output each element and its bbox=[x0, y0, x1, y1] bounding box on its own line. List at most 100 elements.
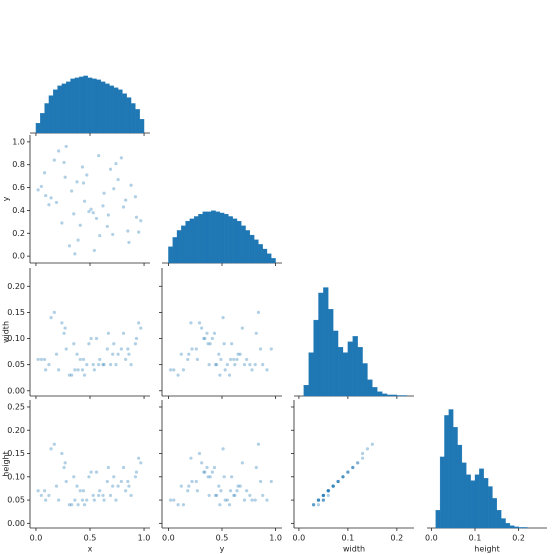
scatter-point bbox=[94, 336, 99, 341]
scatter-point bbox=[101, 493, 105, 498]
histogram-bar bbox=[303, 385, 309, 397]
scatter-point bbox=[101, 363, 105, 367]
histogram-bar bbox=[83, 75, 88, 134]
scatter-point bbox=[101, 204, 105, 208]
scatter-point bbox=[106, 213, 110, 217]
histogram-bar bbox=[206, 211, 212, 264]
histogram-bar bbox=[435, 510, 441, 529]
scatter-point bbox=[316, 498, 321, 502]
scatter-point bbox=[208, 342, 212, 346]
scatter-point bbox=[230, 475, 234, 479]
histogram-bar bbox=[172, 237, 178, 264]
histogram-bar bbox=[35, 123, 41, 134]
scatter-point bbox=[124, 198, 128, 202]
scatter-point bbox=[44, 193, 48, 198]
histogram-bar bbox=[92, 78, 97, 134]
histogram-bar bbox=[357, 347, 363, 397]
histogram-bar bbox=[483, 478, 489, 529]
scatter-point bbox=[108, 363, 113, 367]
scatter-point bbox=[219, 489, 223, 493]
y-tick-label: 0.00 bbox=[7, 519, 25, 528]
scatter-point bbox=[254, 331, 258, 335]
scatter-point bbox=[336, 479, 340, 484]
histogram-bar bbox=[258, 244, 263, 264]
scatter-point bbox=[89, 336, 93, 341]
scatter-point bbox=[54, 484, 59, 488]
scatter-point bbox=[47, 493, 51, 498]
scatter-point bbox=[341, 475, 345, 479]
histogram-bar bbox=[347, 341, 353, 397]
histogram-bar bbox=[439, 456, 445, 529]
scatter-point bbox=[137, 230, 141, 234]
scatter-point bbox=[47, 363, 51, 367]
scatter-point bbox=[321, 493, 325, 498]
scatter-point bbox=[316, 498, 321, 502]
scatter-point bbox=[351, 465, 355, 470]
x-tick-label: 0.1 bbox=[342, 534, 355, 543]
histogram-bar bbox=[266, 253, 272, 264]
histogram-bar bbox=[328, 309, 334, 397]
histogram-bar bbox=[48, 95, 54, 134]
scatter-point bbox=[261, 363, 265, 367]
histogram-bar bbox=[198, 213, 203, 264]
scatter-point bbox=[72, 212, 76, 216]
scatter-point bbox=[331, 484, 335, 488]
scatter-point bbox=[351, 465, 355, 470]
scatter-point bbox=[70, 373, 74, 377]
scatter-point bbox=[207, 493, 211, 498]
scatter-point bbox=[202, 470, 206, 474]
scatter-point bbox=[76, 238, 80, 242]
scatter-point bbox=[215, 363, 219, 367]
scatter-point bbox=[205, 465, 209, 470]
histogram-bar bbox=[223, 213, 229, 264]
scatter-point bbox=[206, 342, 210, 346]
scatter-point bbox=[39, 184, 43, 189]
histogram-bar bbox=[185, 220, 191, 264]
histogram-bar bbox=[87, 77, 93, 134]
scatter-point bbox=[39, 357, 43, 362]
histogram-bar bbox=[367, 379, 373, 397]
y-tick-label: 1.0 bbox=[12, 137, 25, 146]
scatter-point bbox=[52, 158, 56, 162]
histogram-bar bbox=[262, 248, 268, 264]
scatter-point bbox=[197, 321, 202, 325]
scatter-point bbox=[240, 326, 244, 330]
histogram-bar bbox=[386, 394, 393, 397]
histogram-bar bbox=[211, 210, 216, 264]
histogram-bar bbox=[74, 77, 80, 134]
y-tick-label: 0.10 bbox=[7, 334, 25, 343]
scatter-point bbox=[97, 153, 101, 158]
scatter-point bbox=[98, 489, 102, 493]
scatter-point bbox=[82, 503, 87, 507]
scatter-point bbox=[351, 465, 355, 470]
y-tick-label: 0.20 bbox=[7, 282, 25, 291]
histogram-bar bbox=[470, 480, 476, 529]
scatter-point bbox=[235, 489, 239, 493]
scatter-point bbox=[81, 357, 86, 362]
scatter-point bbox=[73, 498, 77, 502]
histogram-bar bbox=[53, 89, 58, 134]
scatter-point bbox=[112, 187, 116, 191]
y-tick-label: 0.10 bbox=[7, 472, 25, 481]
histogram-bar bbox=[391, 394, 398, 397]
scatter-point bbox=[85, 363, 89, 367]
scatter-point bbox=[57, 149, 61, 153]
scatter-point bbox=[133, 475, 138, 479]
scatter-point bbox=[64, 479, 68, 484]
histogram-bar bbox=[518, 527, 524, 529]
histogram-bar bbox=[122, 93, 127, 134]
scatter-point bbox=[365, 447, 370, 451]
scatter-point bbox=[139, 219, 143, 223]
scatter-point bbox=[218, 373, 222, 377]
scatter-point bbox=[127, 352, 131, 356]
histogram-bar bbox=[509, 525, 515, 529]
histogram-bar bbox=[44, 103, 50, 134]
scatter-point bbox=[190, 479, 194, 484]
scatter-point bbox=[181, 503, 186, 507]
y-tick-label: 0.25 bbox=[7, 402, 25, 411]
x-axis-label: width bbox=[343, 545, 365, 554]
histogram-bar bbox=[181, 225, 186, 264]
histogram-bar bbox=[479, 468, 484, 529]
x-tick-label: 1.0 bbox=[138, 534, 151, 543]
histogram-bar bbox=[249, 234, 255, 264]
